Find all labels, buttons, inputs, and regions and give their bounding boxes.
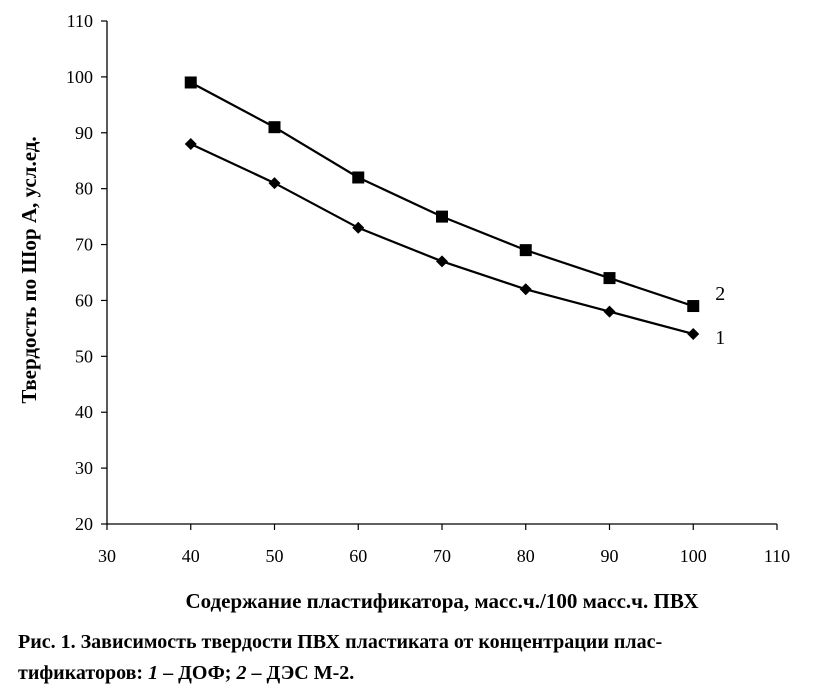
series-lines bbox=[190, 81, 694, 336]
series-2-point bbox=[519, 244, 532, 257]
series-1-point bbox=[519, 283, 532, 296]
series-1-point bbox=[436, 255, 448, 268]
series-2-point bbox=[436, 210, 448, 223]
x-tick-label: 70 bbox=[433, 546, 451, 566]
series-2-line bbox=[190, 81, 694, 308]
y-tick-label: 30 bbox=[75, 458, 93, 478]
series-1-point bbox=[603, 305, 616, 318]
x-tick-label: 40 bbox=[182, 546, 200, 566]
series-2-label: 2 bbox=[715, 283, 725, 305]
y-axis-title: Твердость по Шор А, усл.ед. bbox=[17, 136, 41, 403]
x-tick-label: 100 bbox=[680, 546, 707, 566]
series-1-point bbox=[268, 177, 281, 190]
x-tick-label: 30 bbox=[98, 546, 116, 566]
series-labels: 12 bbox=[715, 283, 725, 349]
caption-series-2-text: – ДЭС М-2. bbox=[246, 662, 355, 684]
series-2-point bbox=[352, 171, 365, 184]
y-tick-label: 40 bbox=[75, 402, 93, 422]
series-2-point bbox=[603, 272, 616, 285]
series-2-point bbox=[184, 76, 197, 89]
x-tick-label: 60 bbox=[349, 546, 367, 566]
series-1-point bbox=[184, 137, 197, 150]
caption-line-1: Рис. 1. Зависимость твердости ПВХ пласти… bbox=[18, 631, 663, 653]
x-tick-label: 110 bbox=[764, 546, 790, 566]
series-1-line bbox=[190, 142, 694, 336]
x-tick-label: 50 bbox=[266, 546, 284, 566]
series-2-point bbox=[268, 121, 281, 134]
caption-line-2-start: тификаторов: bbox=[18, 662, 149, 684]
series-2-point bbox=[687, 300, 700, 313]
y-tick-label: 110 bbox=[67, 11, 93, 31]
y-tick-label: 80 bbox=[75, 179, 93, 199]
y-tick-label: 70 bbox=[75, 235, 93, 255]
figure-caption: Рис. 1. Зависимость твердости ПВХ пласти… bbox=[18, 627, 823, 689]
series-1-label: 1 bbox=[715, 327, 725, 349]
series-markers bbox=[184, 76, 700, 340]
series-1-point bbox=[687, 327, 700, 340]
x-axis-title: Содержание пластификатора, масс.ч./100 м… bbox=[186, 589, 699, 613]
series-1-point bbox=[352, 221, 365, 234]
caption-series-1-text: – ДОФ; bbox=[158, 662, 237, 684]
caption-series-2-number: 2 bbox=[236, 662, 247, 684]
x-tick-label: 90 bbox=[601, 546, 619, 566]
chart-axes bbox=[101, 20, 778, 530]
caption-series-1-number: 1 bbox=[148, 662, 159, 684]
y-tick-label: 100 bbox=[66, 67, 93, 87]
y-tick-label: 60 bbox=[75, 290, 93, 310]
y-tick-label: 50 bbox=[75, 346, 93, 366]
y-tick-label: 20 bbox=[75, 514, 93, 534]
x-tick-label: 80 bbox=[517, 546, 535, 566]
y-tick-label: 90 bbox=[75, 123, 93, 143]
